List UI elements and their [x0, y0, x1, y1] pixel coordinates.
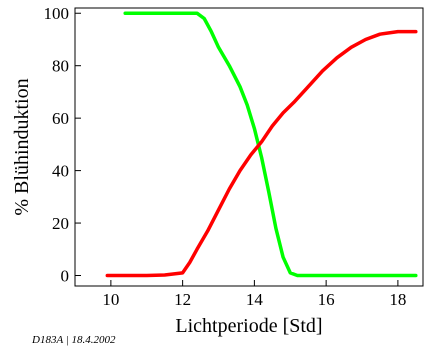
plot-area [74, 7, 424, 287]
x-axis: 10 12 14 16 18 [102, 280, 406, 309]
y-tick-label: 0 [61, 267, 70, 286]
y-axis-title: % Blühinduktion [11, 78, 33, 215]
footnote: D183A | 18.4.2002 [31, 334, 116, 346]
y-tick-label: 40 [52, 162, 69, 181]
x-axis-title: Lichtperiode [Std] [175, 315, 322, 337]
y-tick-label: 20 [52, 214, 69, 233]
x-tick-label: 12 [174, 290, 191, 309]
x-tick-label: 14 [246, 290, 264, 309]
series-line-1 [123, 11, 418, 278]
y-tick-label: 100 [44, 4, 70, 23]
series-layer [105, 11, 418, 278]
x-tick-label: 16 [318, 290, 335, 309]
y-tick-label: 60 [52, 109, 69, 128]
y-axis: 0 20 40 60 80 100 [44, 4, 81, 286]
series-line-2 [105, 29, 418, 278]
y-tick-label: 80 [52, 57, 69, 76]
x-tick-label: 18 [389, 290, 406, 309]
x-tick-label: 10 [102, 290, 119, 309]
